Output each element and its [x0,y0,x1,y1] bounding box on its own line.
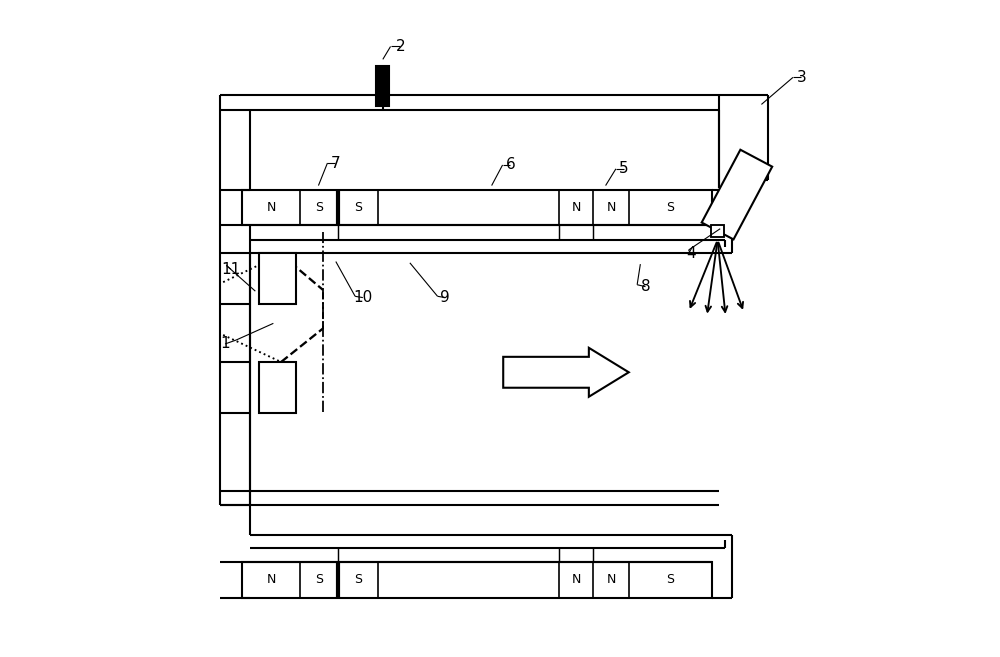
Text: 11: 11 [221,261,240,277]
Text: S: S [315,574,323,587]
Polygon shape [702,150,772,239]
Text: N: N [267,574,276,587]
Text: N: N [572,201,581,214]
Text: 2: 2 [395,39,405,54]
Text: 1: 1 [220,336,230,351]
Text: 5: 5 [619,162,628,176]
Text: 9: 9 [440,290,450,305]
Text: S: S [315,201,323,214]
Text: N: N [267,201,276,214]
Text: N: N [572,574,581,587]
Bar [242,190,712,225]
Text: N: N [606,574,616,587]
Text: 3: 3 [796,70,806,85]
Bar [711,225,724,237]
Bar [259,362,296,413]
Text: 8: 8 [641,279,650,294]
Bar [376,66,389,106]
Text: 7: 7 [330,156,340,171]
Text: S: S [667,201,675,214]
Text: S: S [667,574,675,587]
Text: N: N [606,201,616,214]
Bar [242,562,712,598]
FancyArrow shape [503,348,629,397]
Text: 4: 4 [686,246,695,261]
Text: S: S [354,201,362,214]
Text: S: S [354,574,362,587]
Bar [259,252,296,304]
Text: 10: 10 [353,290,372,305]
Text: 6: 6 [505,158,515,172]
